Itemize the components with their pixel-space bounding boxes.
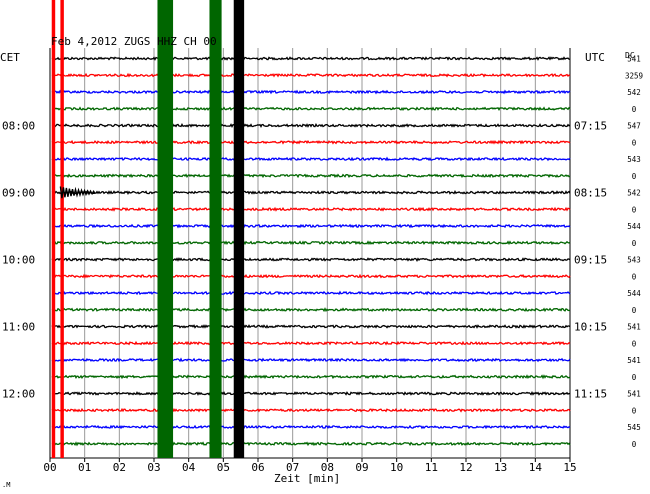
- x-tick-label: 10: [390, 461, 403, 474]
- x-tick-label: 04: [182, 461, 196, 474]
- left-time-label: 10:00: [2, 254, 35, 267]
- trace-line: [51, 189, 571, 195]
- dc-value: 0: [632, 373, 637, 382]
- trace-line: [51, 89, 571, 95]
- x-tick-label: 02: [113, 461, 126, 474]
- dc-value: 3259: [625, 71, 643, 80]
- right-time-label: 09:15: [574, 254, 607, 267]
- x-tick-label: 15: [563, 461, 576, 474]
- dc-value: 543: [627, 155, 641, 164]
- trace-line: [51, 106, 571, 112]
- dc-value: 542: [627, 189, 641, 198]
- trace-line: [51, 72, 571, 78]
- dc-value: 542: [627, 88, 641, 97]
- right-time-label: 10:15: [574, 321, 607, 334]
- dc-value: 543: [627, 256, 641, 265]
- trace-line: [51, 391, 571, 396]
- left-time-label: 08:00: [2, 120, 35, 133]
- dc-value: 541: [627, 390, 641, 399]
- trace-line: [51, 206, 571, 212]
- trace-line: [51, 324, 571, 329]
- trace-line: [51, 290, 571, 296]
- x-tick-label: 07: [286, 461, 299, 474]
- trace-line: [51, 340, 571, 346]
- trace-line: [51, 173, 571, 179]
- dc-value: 541: [627, 356, 641, 365]
- left-time-label: 09:00: [2, 187, 35, 200]
- trace-line: [51, 307, 571, 313]
- left-axis-label: CET: [0, 51, 20, 64]
- trace-line: [51, 123, 571, 129]
- axis-labels: Feb 4,2012 ZUGS HHZ CH 00 CET UTC DC Zei…: [0, 35, 643, 489]
- right-time-label: 08:15: [574, 187, 607, 200]
- trace-line: [51, 257, 571, 262]
- dc-value: 0: [632, 138, 637, 147]
- trace-line: [51, 424, 571, 430]
- seismic-traces: [51, 56, 571, 447]
- dc-value: 0: [632, 406, 637, 415]
- x-axis-label: Zeit [min]: [274, 472, 340, 485]
- dc-value: 541: [627, 323, 641, 332]
- trace-line: [51, 407, 571, 413]
- x-tick-label: 08: [321, 461, 334, 474]
- dc-value: 544: [627, 289, 641, 298]
- left-time-label: 11:00: [2, 321, 35, 334]
- x-tick-label: 12: [459, 461, 472, 474]
- dc-value: 545: [627, 423, 641, 432]
- event-signals: [51, 0, 245, 458]
- trace-line: [51, 240, 571, 246]
- dc-value: 547: [627, 122, 641, 131]
- x-tick-label: 14: [529, 461, 543, 474]
- dc-value: 0: [632, 205, 637, 214]
- trace-line: [51, 223, 571, 229]
- event-burst: [59, 186, 96, 199]
- dc-value: 0: [632, 440, 637, 449]
- left-time-label: 12:00: [2, 388, 35, 401]
- x-tick-label: 03: [147, 461, 160, 474]
- chart-title: Feb 4,2012 ZUGS HHZ CH 00: [51, 35, 217, 48]
- trace-line: [51, 56, 571, 61]
- right-axis-label: UTC: [585, 51, 605, 64]
- trace-line: [51, 139, 571, 145]
- event-band: [60, 0, 64, 458]
- dc-value: 0: [632, 339, 637, 348]
- trace-line: [51, 374, 571, 380]
- x-tick-label: 00: [43, 461, 56, 474]
- dc-value: 0: [632, 272, 637, 281]
- x-tick-label: 05: [217, 461, 230, 474]
- trace-line: [51, 156, 571, 162]
- footer-mark: .M: [2, 481, 10, 489]
- dc-value: 0: [632, 105, 637, 114]
- x-tick-label: 13: [494, 461, 507, 474]
- grid-lines: [49, 48, 571, 462]
- trace-line: [51, 273, 571, 279]
- dc-value: 0: [632, 306, 637, 315]
- trace-line: [51, 357, 571, 363]
- dc-value: 0: [632, 239, 637, 248]
- right-time-label: 11:15: [574, 388, 607, 401]
- x-tick-label: 09: [355, 461, 368, 474]
- x-tick-label: 11: [425, 461, 438, 474]
- event-band: [51, 0, 56, 458]
- trace-line: [51, 441, 571, 447]
- event-band: [233, 0, 245, 458]
- dc-value: 544: [627, 222, 641, 231]
- dc-value: 541: [627, 55, 641, 64]
- dc-label: DC: [625, 51, 635, 60]
- event-band: [157, 0, 174, 458]
- right-time-label: 07:15: [574, 120, 607, 133]
- event-band: [209, 0, 222, 458]
- dc-value: 0: [632, 172, 637, 181]
- x-tick-label: 06: [251, 461, 264, 474]
- x-tick-label: 01: [78, 461, 91, 474]
